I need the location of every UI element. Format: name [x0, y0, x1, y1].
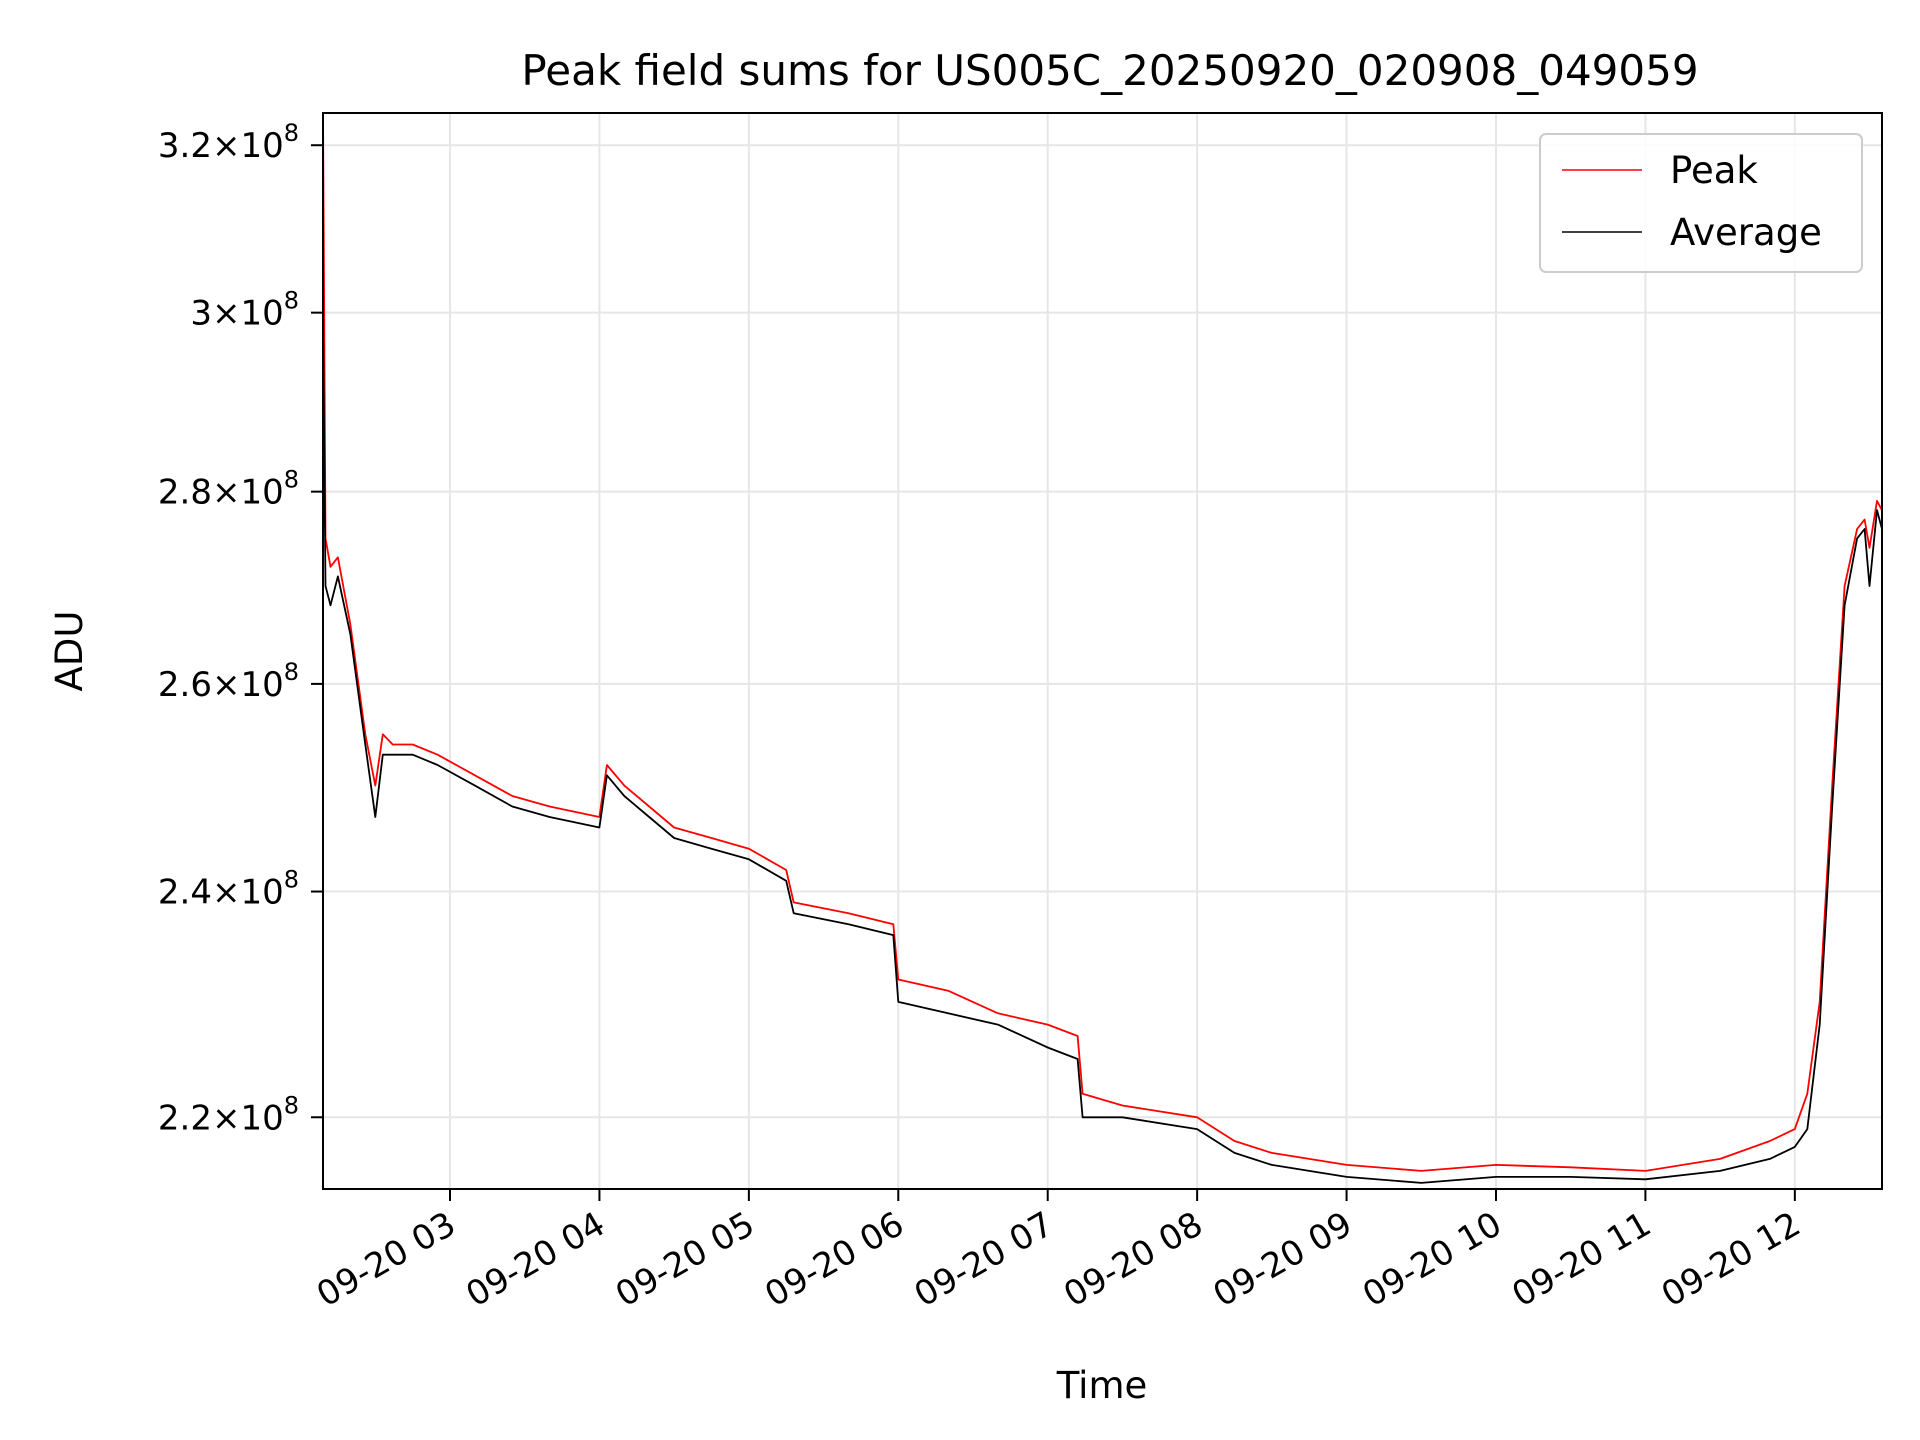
plot-frame	[322, 112, 1883, 1190]
y-tick-label: 2.8×108	[158, 466, 299, 513]
y-axis-ticks: 2.2×108 2.4×108 2.6×108 2.8×108 3×108 3.2×108	[158, 119, 323, 1138]
x-axis-label: Time	[1056, 1364, 1148, 1407]
y-tick-label: 2.2×108	[158, 1091, 299, 1138]
legend: Peak Average	[1539, 133, 1863, 273]
chart-title: Peak field sums for US005C_20250920_0209…	[521, 46, 1698, 95]
y-tick-label: 3×108	[190, 287, 299, 334]
y-tick-label: 2.6×108	[158, 658, 299, 705]
y-tick-label: 2.4×108	[158, 866, 299, 913]
legend-label-average: Average	[1670, 211, 1822, 254]
series-layer	[323, 113, 1882, 1184]
series-line-average	[323, 312, 1882, 1184]
legend-label-peak: Peak	[1670, 149, 1758, 192]
legend-box	[1539, 133, 1863, 273]
series-line-peak	[323, 113, 1882, 1172]
y-tick-label: 3.2×108	[158, 119, 299, 166]
y-axis-label: ADU	[48, 611, 91, 692]
